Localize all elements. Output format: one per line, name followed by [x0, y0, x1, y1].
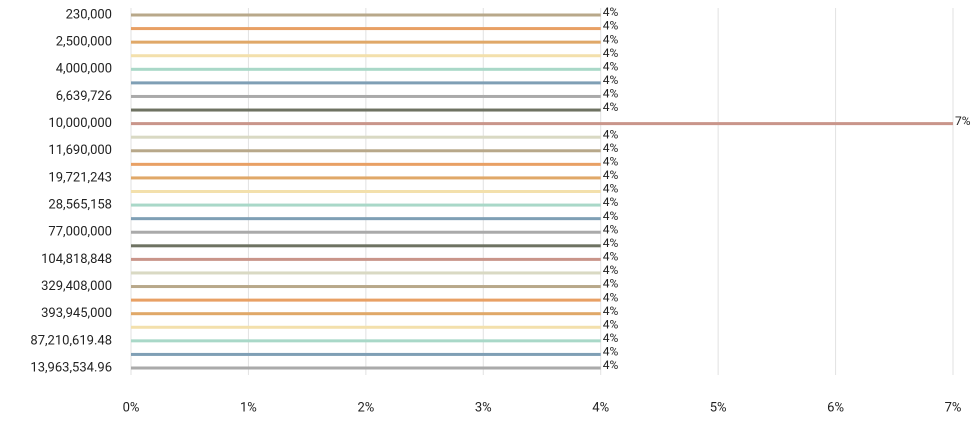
bar: [131, 203, 601, 207]
bar: [131, 54, 601, 58]
data-label: 4%: [603, 358, 619, 372]
data-label: 4%: [603, 345, 619, 359]
bar: [131, 40, 601, 44]
y-tick-label: 11,690,000: [48, 143, 112, 158]
data-label: 4%: [603, 304, 619, 318]
y-tick-label: 393,945,000: [41, 306, 112, 321]
x-tick-label: 7%: [945, 400, 962, 415]
data-label: 4%: [603, 155, 619, 169]
bar: [131, 162, 601, 166]
data-label: 4%: [603, 168, 619, 182]
bar: [131, 13, 601, 17]
bar: [131, 339, 601, 343]
bar: [131, 94, 601, 98]
bar: [131, 122, 953, 126]
bar: [131, 257, 601, 261]
x-tick-label: 6%: [827, 400, 844, 415]
data-label: 4%: [603, 331, 619, 345]
y-tick-label: 77,000,000: [48, 225, 112, 240]
data-label: 4%: [603, 19, 619, 33]
bar: [131, 149, 601, 153]
data-label: 4%: [603, 290, 619, 304]
data-label: 4%: [603, 222, 619, 236]
y-tick-label: 87,210,619.48: [30, 333, 112, 348]
data-label: 4%: [603, 250, 619, 264]
y-tick-label: 230,000: [66, 7, 112, 22]
bar: [131, 27, 601, 31]
data-label: 4%: [603, 87, 619, 101]
bar: [131, 352, 601, 356]
bar: [131, 366, 601, 370]
y-tick-label: 4,000,000: [56, 62, 112, 77]
bar: [131, 108, 601, 112]
bar: [131, 176, 601, 180]
y-tick-label: 2,500,000: [56, 35, 112, 50]
y-tick-label: 329,408,000: [41, 279, 112, 294]
data-label: 4%: [603, 317, 619, 331]
y-tick-label: 19,721,243: [48, 170, 112, 185]
x-tick-label: 0%: [123, 400, 140, 415]
data-label: 4%: [603, 59, 619, 73]
bar: [131, 325, 601, 329]
y-tick-label: 104,818,848: [41, 252, 112, 267]
y-tick-label: 6,639,726: [56, 89, 112, 104]
data-label: 4%: [603, 32, 619, 46]
bar: [131, 190, 601, 193]
bar: [131, 285, 601, 289]
bar: [131, 312, 601, 316]
data-label: 4%: [603, 182, 619, 196]
x-tick-label: 2%: [357, 400, 374, 415]
x-tick-label: 3%: [475, 400, 492, 415]
data-label: 4%: [603, 141, 619, 155]
bar: [131, 298, 601, 302]
data-label: 4%: [603, 209, 619, 223]
bar: [131, 230, 601, 234]
data-label: 4%: [603, 5, 619, 19]
data-label: 4%: [603, 277, 619, 291]
bar: [131, 135, 601, 139]
y-tick-label: 13,963,534.96: [30, 360, 112, 375]
data-label: 4%: [603, 46, 619, 60]
y-tick-label: 28,565,158: [48, 198, 112, 213]
bar: [131, 81, 601, 85]
x-tick-label: 1%: [240, 400, 257, 415]
y-tick-label: 10,000,000: [48, 116, 112, 131]
bar: [131, 244, 601, 248]
data-label: 4%: [603, 263, 619, 277]
bar: [131, 271, 601, 275]
x-tick-label: 5%: [710, 400, 727, 415]
bar: [131, 217, 601, 221]
data-label: 4%: [603, 100, 619, 114]
bar: [131, 67, 601, 71]
x-tick-label: 4%: [592, 400, 609, 415]
data-label: 4%: [603, 73, 619, 87]
data-label: 4%: [603, 195, 619, 209]
data-label: 4%: [603, 236, 619, 250]
data-label: 7%: [955, 114, 971, 128]
data-label: 4%: [603, 127, 619, 141]
